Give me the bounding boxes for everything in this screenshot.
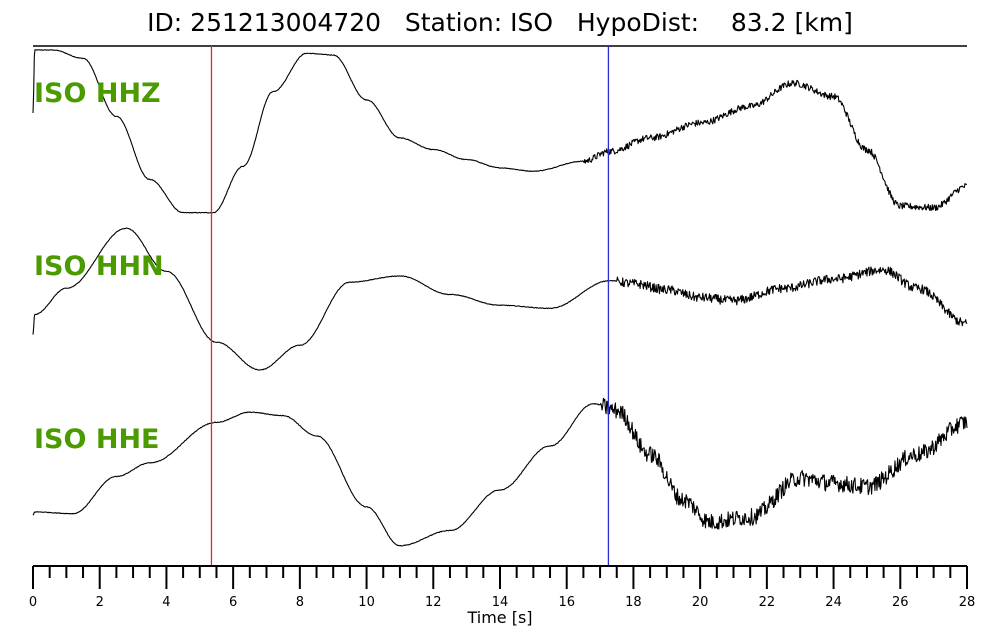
tick-label: 20	[692, 595, 709, 610]
tick-label: 6	[229, 595, 237, 610]
x-axis-title: Time [s]	[466, 608, 532, 627]
iso-hhe-trace	[32, 397, 968, 547]
phase-markers-group	[210, 46, 610, 566]
tick-label: 14	[492, 595, 509, 610]
iso-hhz-trace	[32, 49, 968, 214]
tick-label: 24	[825, 595, 842, 610]
tick-label: 0	[29, 595, 37, 610]
trace-labels-group: ISO HHZ ISO HHN ISO HHE	[34, 78, 164, 455]
tick-label: 12	[425, 595, 442, 610]
tick-label: 16	[558, 595, 575, 610]
tick-label: 10	[358, 595, 375, 610]
tick-label: 18	[625, 595, 642, 610]
chart-title: ID: 251213004720 Station: ISO HypoDist: …	[147, 8, 853, 37]
tick-label: 8	[296, 595, 304, 610]
iso-hhn-trace	[32, 227, 968, 371]
tick-label: 28	[959, 595, 976, 610]
tick-label: 22	[759, 595, 776, 610]
iso-hhz-label: ISO HHZ	[34, 78, 161, 109]
traces-group	[32, 49, 968, 547]
iso-hhn-label: ISO HHN	[34, 251, 164, 282]
tick-label: 4	[162, 595, 170, 610]
tick-label: 26	[892, 595, 909, 610]
tick-label: 2	[96, 595, 104, 610]
iso-hhe-label: ISO HHE	[34, 424, 159, 455]
